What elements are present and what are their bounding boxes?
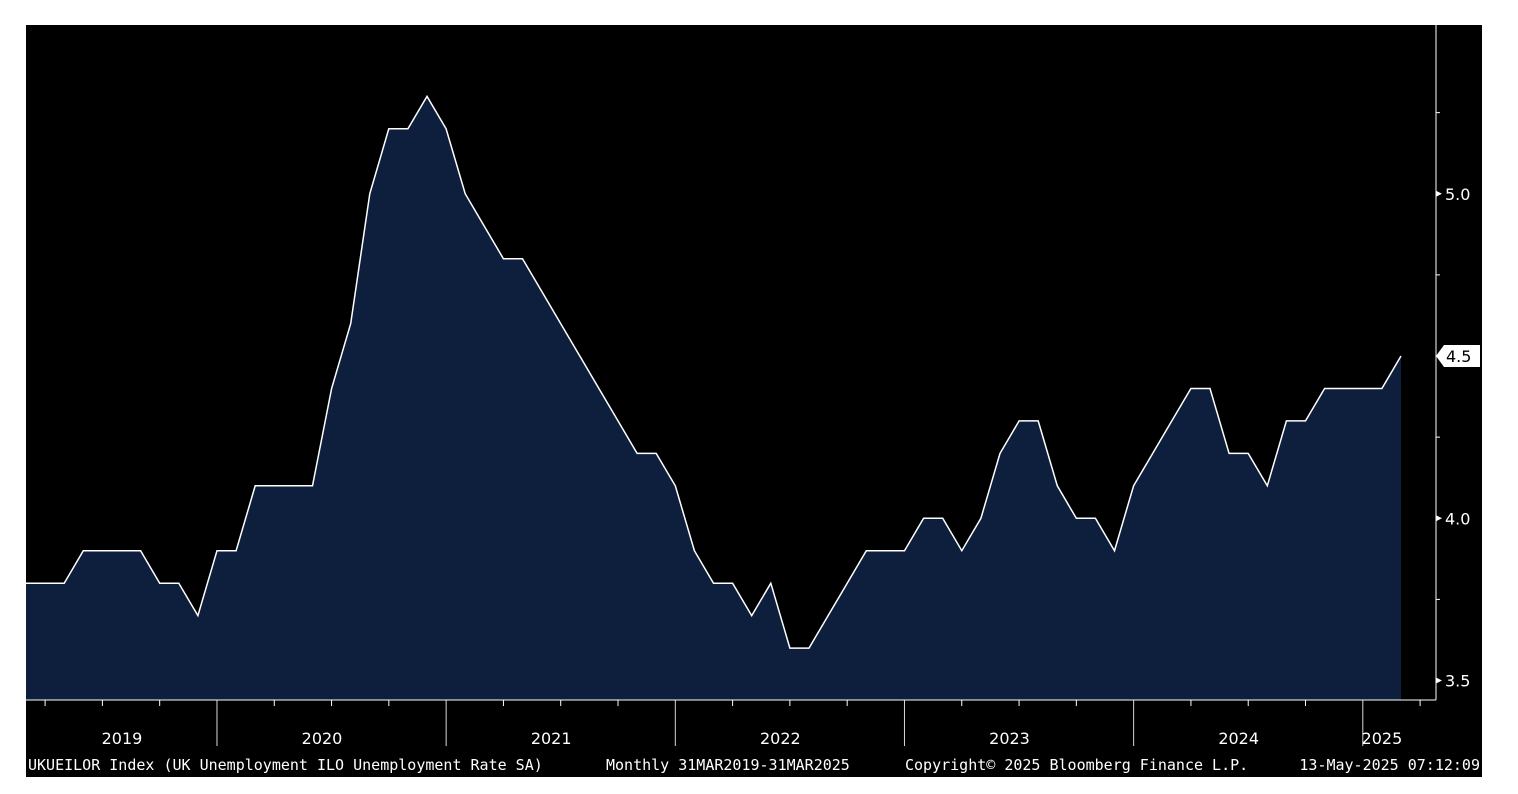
y-tick-label-5.0: 5.0 xyxy=(1445,185,1470,204)
footer: UKUEILOR Index (UK Unemployment ILO Unem… xyxy=(28,756,1480,774)
last-value-badge xyxy=(1436,345,1480,368)
x-year-label-2023: 2023 xyxy=(989,729,1030,748)
chart-frame: 3.5 4.0 5.0 4.5 2019 2020 2021 2022 2023 2024 202… xyxy=(26,25,1482,777)
last-value-label: 4.5 xyxy=(1446,347,1471,366)
plot-area xyxy=(26,94,1402,700)
footer-ticker: UKUEILOR Index (UK Unemployment ILO Unem… xyxy=(28,756,543,774)
x-year-label-2020: 2020 xyxy=(302,729,343,748)
x-year-label-2022: 2022 xyxy=(760,729,801,748)
x-year-label-2025: 2025 xyxy=(1362,729,1403,748)
x-year-label-2019: 2019 xyxy=(102,729,143,748)
y-tick-5.0 xyxy=(1436,190,1442,197)
y-tick-label-4.0: 4.0 xyxy=(1445,509,1470,528)
series-line xyxy=(26,94,1402,649)
x-year-label-2024: 2024 xyxy=(1218,729,1259,748)
x-year-label-2021: 2021 xyxy=(531,729,572,748)
footer-range: Monthly 31MAR2019-31MAR2025 xyxy=(606,756,850,774)
y-tick-3.5 xyxy=(1436,677,1442,684)
y-axis: 3.5 4.0 5.0 4.5 xyxy=(1435,25,1480,700)
y-tick-label-3.5: 3.5 xyxy=(1445,672,1470,691)
chart-svg: 3.5 4.0 5.0 4.5 2019 2020 2021 2022 2023 2024 202… xyxy=(26,25,1480,774)
y-tick-4.0 xyxy=(1436,515,1442,522)
footer-copyright: Copyright© 2025 Bloomberg Finance L.P. xyxy=(905,756,1248,774)
x-axis: 2019 2020 2021 2022 2023 2024 2025 xyxy=(26,699,1436,748)
footer-timestamp: 13-May-2025 07:12:09 xyxy=(1299,756,1480,774)
series-area xyxy=(26,96,1401,700)
